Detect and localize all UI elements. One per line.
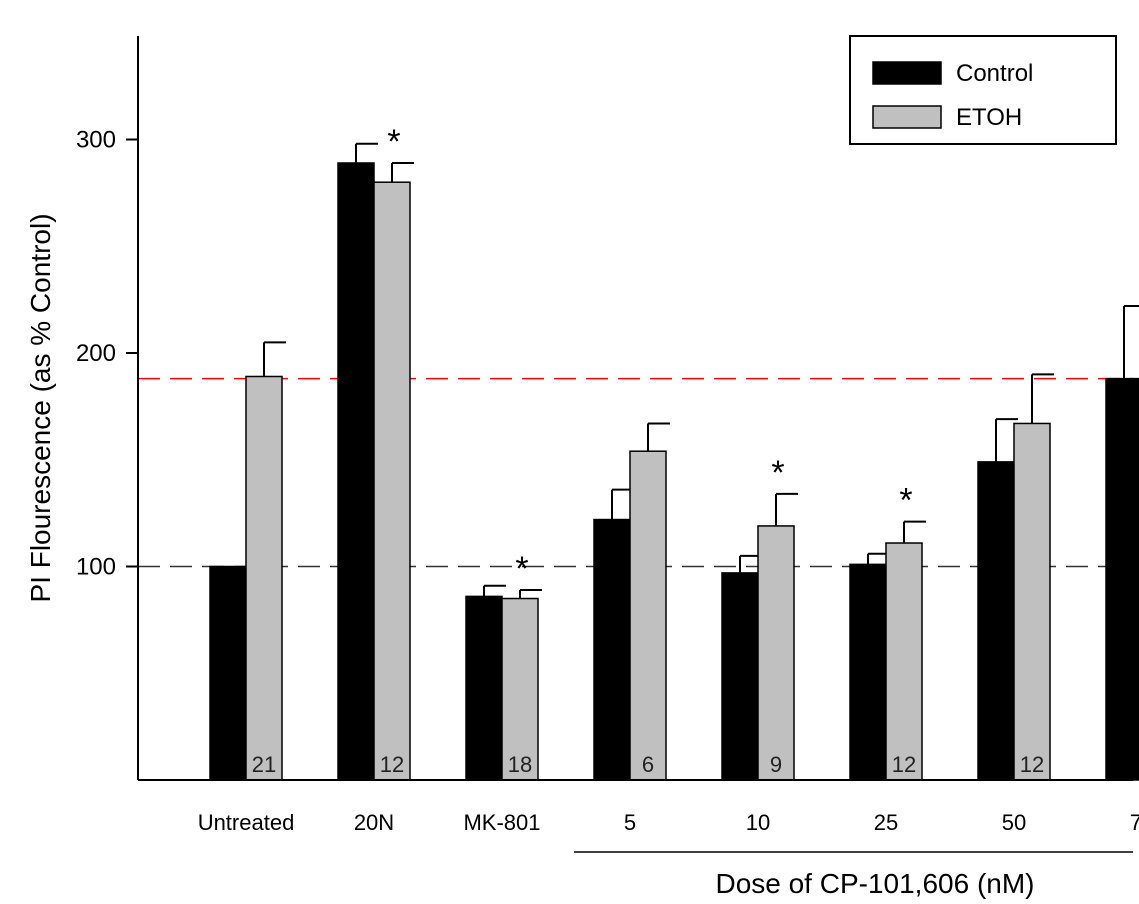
legend-swatch-control [872, 61, 942, 85]
legend-swatch-etoh [872, 105, 942, 129]
bar-etoh-MK-801 [501, 597, 539, 781]
n-label: 12 [1020, 752, 1044, 777]
legend-label-etoh: ETOH [956, 104, 1022, 131]
y-tick-label: 200 [76, 340, 116, 367]
x-tick-label: 5 [624, 810, 636, 835]
bar-etoh-Untreated [245, 375, 283, 781]
bar-control-MK-801 [465, 595, 503, 781]
bar-control-50 [977, 461, 1015, 781]
x-tick-label: MK-801 [463, 810, 540, 835]
n-label: 6 [642, 752, 654, 777]
x-tick-label: 20N [354, 810, 394, 835]
significance-marker: * [515, 550, 528, 588]
significance-marker: * [899, 482, 912, 520]
n-label: 21 [252, 752, 276, 777]
y-axis-label: PI Flourescence (as % Control) [25, 213, 56, 602]
bars [209, 142, 1139, 781]
legend: Control ETOH [849, 35, 1117, 145]
x-tick-label: 50 [1002, 810, 1026, 835]
n-label: 12 [380, 752, 404, 777]
bar-control-25 [849, 563, 887, 781]
bar-control-20N [337, 162, 375, 781]
x-tick-label: 25 [874, 810, 898, 835]
dose-group-label: Dose of CP-101,606 (nM) [715, 868, 1034, 899]
n-label: 12 [892, 752, 916, 777]
bar-etoh-50 [1013, 422, 1051, 781]
labels: 21 Untreated 12 * 20N 18 * MK-801 6 5 9 * 10 12 * 25 12 5… [25, 123, 1139, 899]
significance-marker: * [387, 123, 400, 161]
n-label: 18 [508, 752, 532, 777]
significance-marker: * [771, 454, 784, 492]
bar-etoh-25 [885, 542, 923, 781]
bar-etoh-10 [757, 525, 795, 781]
bar-control-5 [593, 518, 631, 781]
x-tick-label: 75 [1130, 810, 1139, 835]
bar-etoh-20N [373, 181, 411, 781]
bar-control-75 [1105, 377, 1139, 781]
bar-control-10 [721, 572, 759, 781]
y-tick-label: 100 [76, 554, 116, 581]
bar-etoh-5 [629, 450, 667, 781]
n-label: 9 [770, 752, 782, 777]
x-tick-label: Untreated [198, 810, 295, 835]
y-tick-label: 300 [76, 127, 116, 154]
legend-label-control: Control [956, 60, 1033, 87]
bar-control-Untreated [209, 565, 247, 781]
x-tick-label: 10 [746, 810, 770, 835]
axes [126, 36, 1133, 853]
